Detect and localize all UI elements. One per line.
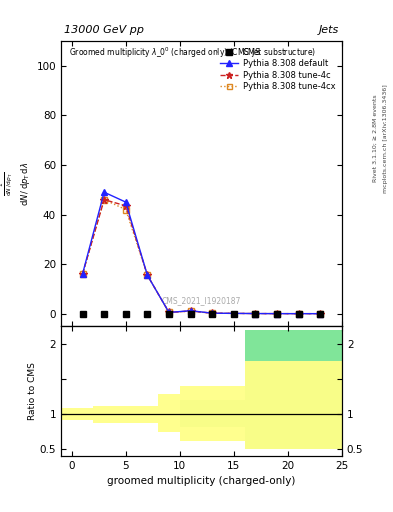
Pythia 8.308 default — [102, 189, 107, 195]
Text: 13000 GeV pp: 13000 GeV pp — [64, 25, 144, 35]
Pythia 8.308 tune-4cx — [318, 311, 323, 317]
Pythia 8.308 tune-4c — [102, 197, 107, 203]
Pythia 8.308 default — [253, 310, 258, 316]
Pythia 8.308 tune-4cx — [123, 206, 128, 212]
Pythia 8.308 tune-4c — [80, 271, 85, 277]
CMS — [80, 311, 85, 317]
CMS — [318, 311, 323, 317]
Line: Pythia 8.308 tune-4c: Pythia 8.308 tune-4c — [79, 196, 324, 317]
Pythia 8.308 tune-4cx — [102, 197, 107, 203]
Pythia 8.308 tune-4c — [210, 310, 215, 316]
CMS — [253, 311, 258, 317]
Pythia 8.308 tune-4cx — [188, 308, 193, 314]
Text: Groomed multiplicity $\lambda\_0^0$ (charged only) (CMS jet substructure): Groomed multiplicity $\lambda\_0^0$ (cha… — [69, 45, 316, 59]
Pythia 8.308 tune-4cx — [253, 310, 258, 316]
Pythia 8.308 tune-4cx — [210, 310, 215, 316]
Text: CMS_2021_I1920187: CMS_2021_I1920187 — [162, 296, 241, 305]
Text: Rivet 3.1.10; ≥ 2.8M events: Rivet 3.1.10; ≥ 2.8M events — [373, 94, 378, 182]
CMS — [145, 311, 150, 317]
CMS — [123, 311, 128, 317]
CMS — [231, 311, 236, 317]
Pythia 8.308 tune-4c — [167, 309, 171, 315]
Pythia 8.308 default — [275, 311, 279, 317]
Pythia 8.308 tune-4c — [318, 311, 323, 317]
CMS — [275, 311, 279, 317]
Pythia 8.308 tune-4cx — [275, 311, 279, 317]
Pythia 8.308 default — [80, 271, 85, 277]
Y-axis label: Ratio to CMS: Ratio to CMS — [28, 362, 37, 420]
Line: Pythia 8.308 tune-4cx: Pythia 8.308 tune-4cx — [80, 197, 323, 316]
Legend: CMS, Pythia 8.308 default, Pythia 8.308 tune-4c, Pythia 8.308 tune-4cx: CMS, Pythia 8.308 default, Pythia 8.308 … — [218, 45, 338, 94]
Pythia 8.308 default — [145, 272, 150, 279]
Text: mcplots.cern.ch [arXiv:1306.3436]: mcplots.cern.ch [arXiv:1306.3436] — [384, 84, 388, 193]
Text: Jets: Jets — [319, 25, 339, 35]
Pythia 8.308 tune-4c — [296, 311, 301, 317]
CMS — [296, 311, 301, 317]
Pythia 8.308 default — [188, 308, 193, 314]
Pythia 8.308 default — [123, 199, 128, 205]
CMS — [102, 311, 107, 317]
Y-axis label: $\frac{1}{\mathrm{d}N\,/\,\mathrm{d}p_\mathrm{T}}$
$\mathrm{d}N\,/\,\mathrm{d}p_: $\frac{1}{\mathrm{d}N\,/\,\mathrm{d}p_\m… — [0, 161, 32, 206]
CMS — [188, 311, 193, 317]
Pythia 8.308 tune-4cx — [296, 311, 301, 317]
Pythia 8.308 tune-4cx — [80, 271, 85, 277]
Line: Pythia 8.308 default: Pythia 8.308 default — [79, 189, 323, 317]
Pythia 8.308 default — [318, 311, 323, 317]
Line: CMS: CMS — [79, 311, 323, 317]
Pythia 8.308 tune-4c — [253, 310, 258, 316]
CMS — [210, 311, 215, 317]
X-axis label: groomed multiplicity (charged-only): groomed multiplicity (charged-only) — [107, 476, 296, 486]
Pythia 8.308 tune-4cx — [167, 309, 171, 315]
Pythia 8.308 default — [167, 309, 171, 315]
CMS — [167, 311, 171, 317]
Pythia 8.308 tune-4cx — [145, 272, 150, 279]
Pythia 8.308 tune-4c — [123, 203, 128, 209]
Pythia 8.308 default — [296, 311, 301, 317]
Pythia 8.308 default — [210, 310, 215, 316]
Pythia 8.308 tune-4c — [188, 308, 193, 314]
Pythia 8.308 tune-4c — [145, 272, 150, 279]
Pythia 8.308 tune-4c — [275, 311, 279, 317]
